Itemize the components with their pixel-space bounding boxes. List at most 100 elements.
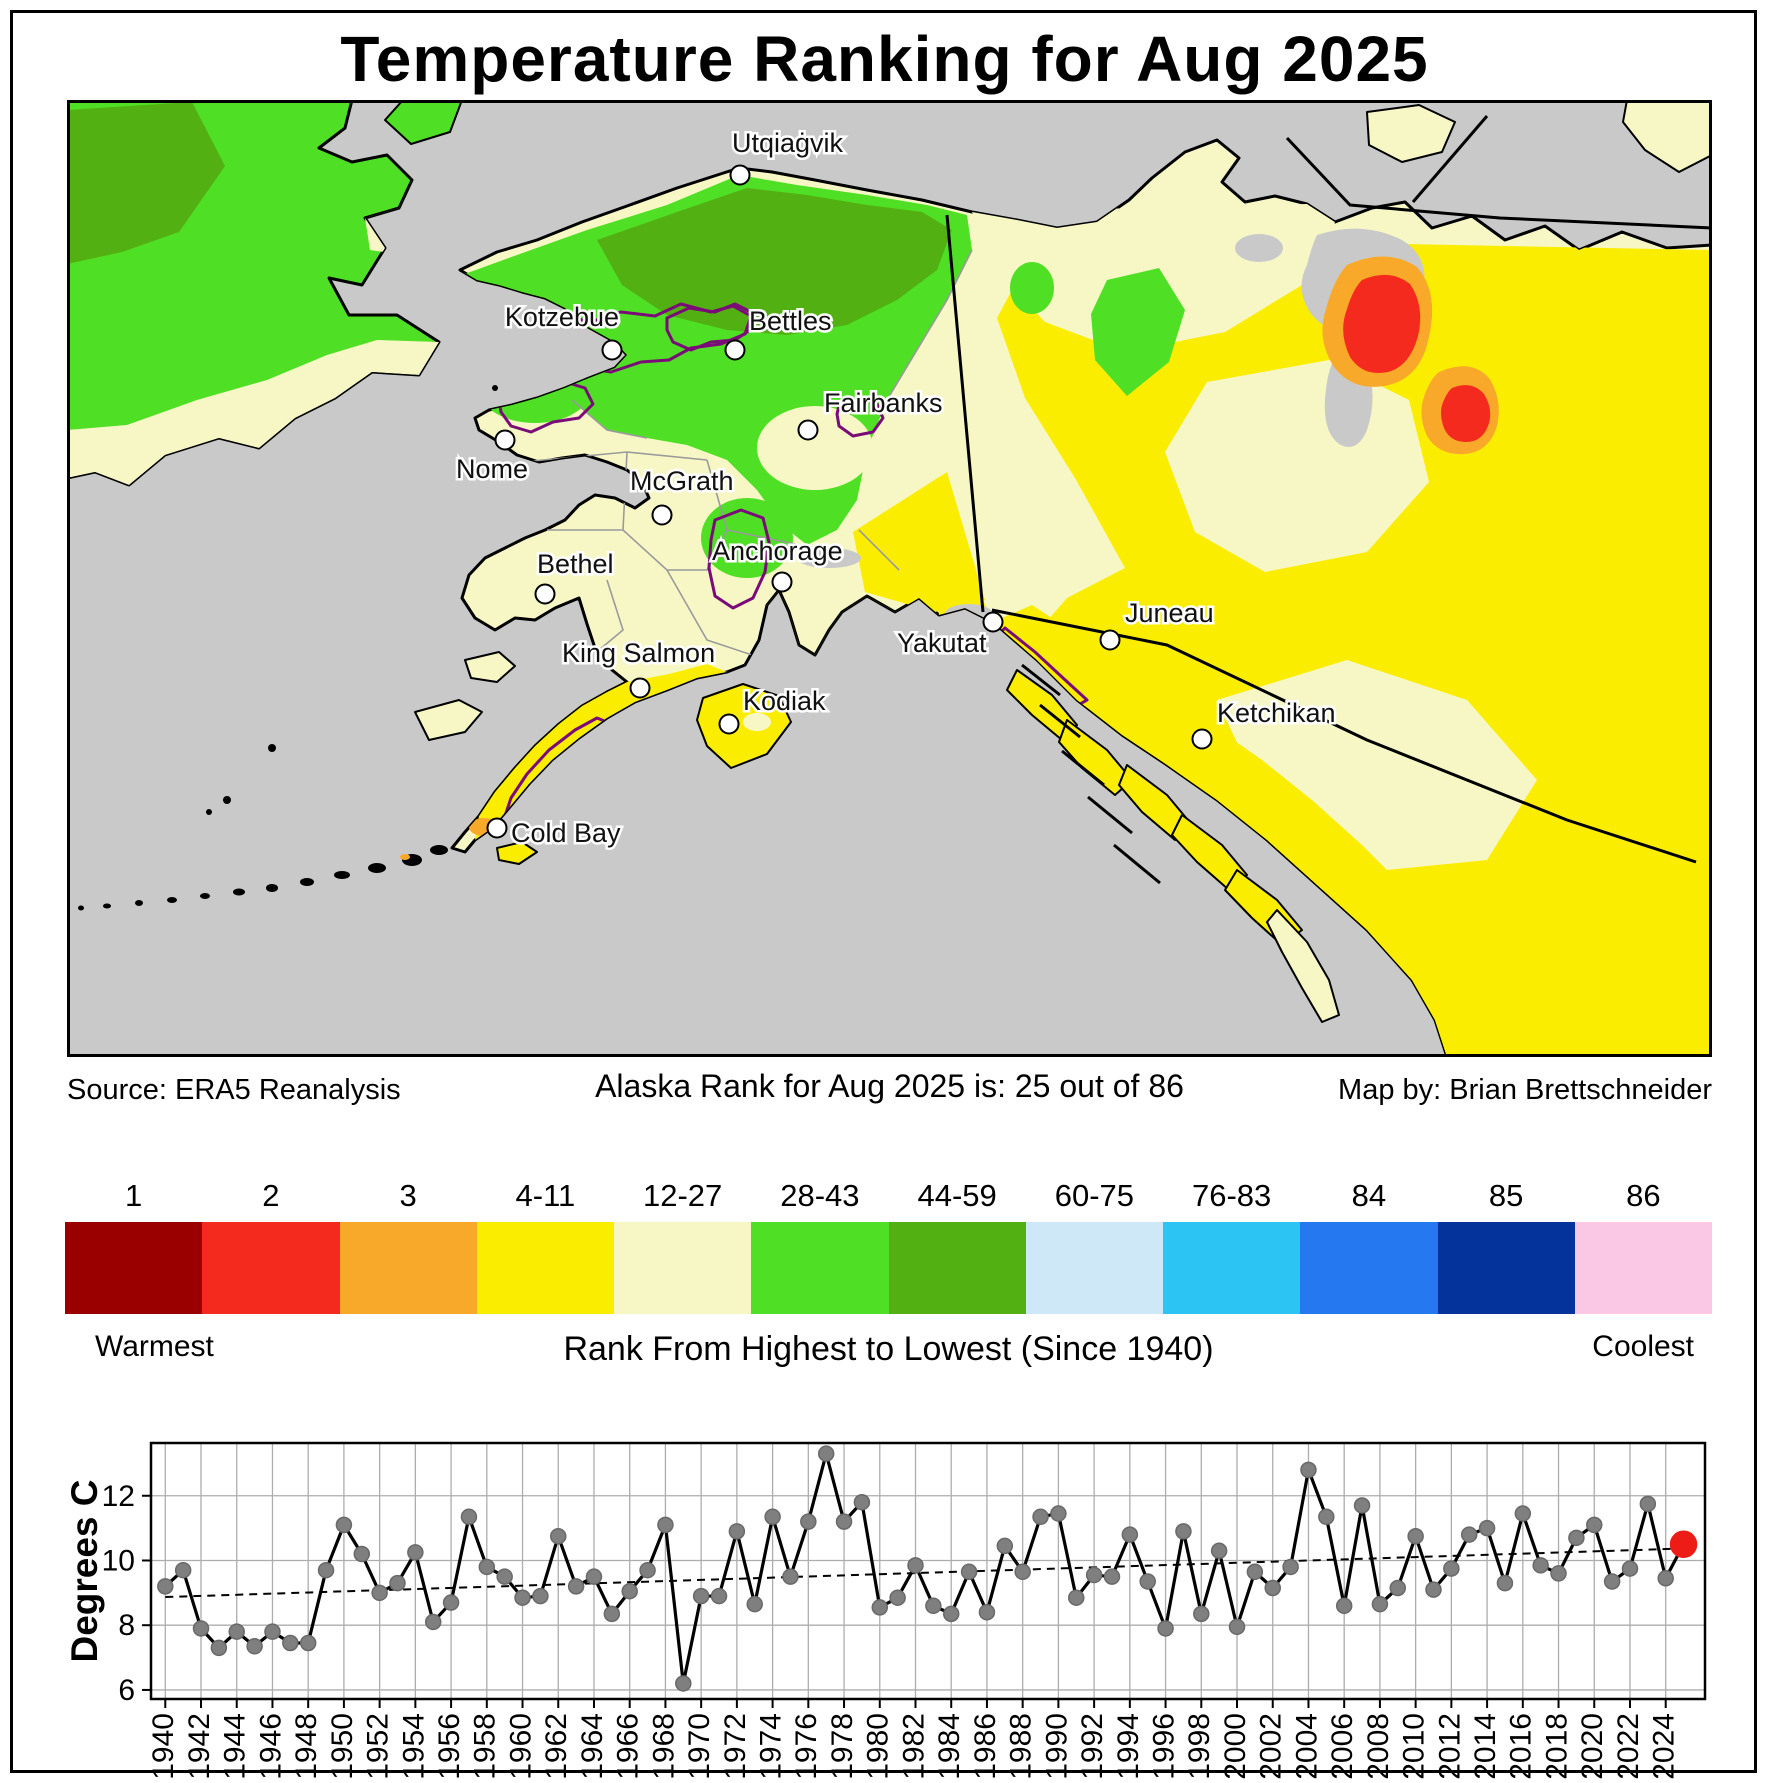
russia-north-island	[384, 100, 463, 145]
xtick-label-1978: 1978	[826, 1713, 859, 1780]
data-point-1977	[817, 1445, 835, 1462]
data-point-2011	[1425, 1581, 1442, 1598]
data-point-1954	[407, 1544, 424, 1561]
data-point-1967	[639, 1561, 656, 1579]
data-point-2013	[1460, 1526, 1478, 1543]
city-marker-kotzebue	[601, 339, 623, 361]
y-axis-label: Degrees C	[64, 1479, 105, 1662]
data-point-1947	[282, 1634, 299, 1652]
data-point-1994	[1121, 1526, 1139, 1543]
data-point-1998	[1193, 1605, 1210, 1623]
data-point-2006	[1335, 1597, 1353, 1615]
data-point-1974	[764, 1508, 781, 1526]
data-point-1993	[1103, 1568, 1121, 1585]
rank-color-legend: 1 2 3 4-11 12-27 28-43 44-59 60-75 76-83 84 85 86 W…	[65, 1178, 1712, 1376]
xtick-label-1944: 1944	[219, 1713, 252, 1780]
data-point-1980	[871, 1599, 889, 1616]
legend-swatch-44-59	[888, 1222, 1026, 1314]
xtick-label-1962: 1962	[540, 1713, 573, 1780]
hotspot2-red	[1441, 385, 1491, 442]
haida-gwaii-island	[1266, 909, 1340, 1023]
data-point-2004	[1300, 1461, 1317, 1479]
xtick-label-1992: 1992	[1076, 1713, 1109, 1780]
data-point-1941	[174, 1561, 192, 1579]
city-label-kotzebue: Kotzebue	[505, 302, 619, 332]
ytick-label-8: 8	[118, 1609, 135, 1642]
alaska-range-glacier-gray	[797, 548, 861, 568]
xtick-label-1952: 1952	[362, 1713, 395, 1780]
xtick-label-2022: 2022	[1612, 1713, 1645, 1780]
legend-center-caption: Rank From Highest to Lowest (Since 1940)	[563, 1330, 1214, 1368]
city-label-cold-bay: Cold Bay	[511, 818, 621, 848]
islands	[78, 100, 1712, 1023]
data-point-1986	[978, 1604, 996, 1621]
city-label-bettles: Bettles	[749, 306, 832, 336]
data-point-1973	[746, 1595, 763, 1613]
data-point-1970	[692, 1587, 710, 1605]
data-point-1997	[1175, 1523, 1192, 1540]
xtick-label-1980: 1980	[862, 1713, 895, 1780]
ytick-label-10: 10	[102, 1544, 135, 1577]
city-label-nome: Nome	[456, 454, 528, 484]
legend-swatch-12-27	[614, 1222, 752, 1314]
xtick-label-2008: 2008	[1362, 1713, 1395, 1780]
legend-swatch-28-43	[751, 1222, 889, 1314]
data-point-1979	[853, 1493, 871, 1511]
data-point-2003	[1282, 1558, 1299, 1576]
xtick-label-1954: 1954	[397, 1713, 430, 1780]
legend-label-1: 1	[125, 1178, 143, 1213]
pribilof-island-1	[223, 796, 231, 804]
data-point-1971	[710, 1587, 728, 1605]
city-label-ketchikan: Ketchikan	[1217, 698, 1336, 728]
map-footer-row: Alaska Rank for Aug 2025 is: 25 out of 8…	[67, 1068, 1712, 1112]
data-point-current-2025	[1669, 1530, 1698, 1559]
legend-color-bar	[65, 1222, 1712, 1314]
yukon-green-patch	[1091, 268, 1185, 396]
legend-label-12-27: 12-27	[642, 1178, 723, 1213]
legend-label-4-11: 4-11	[515, 1178, 576, 1213]
map-frame	[67, 100, 1712, 1057]
legend-label-28-43: 28-43	[780, 1178, 860, 1213]
russia-rank44-59-region	[67, 102, 225, 264]
data-point-1957	[460, 1508, 478, 1526]
panhandle-yellow-band	[993, 605, 1502, 1057]
data-point-2016	[1514, 1505, 1532, 1522]
data-point-2015	[1496, 1574, 1514, 1592]
data-point-2022	[1621, 1560, 1639, 1577]
xtick-label-2020: 2020	[1576, 1713, 1609, 1780]
data-point-1972	[728, 1523, 746, 1540]
legend-swatch-86	[1574, 1222, 1712, 1314]
data-point-2020	[1586, 1516, 1603, 1534]
nwt-coast-border	[1411, 115, 1489, 203]
data-point-1944	[228, 1623, 245, 1640]
xtick-label-1956: 1956	[433, 1713, 466, 1780]
legend-swatch-3	[339, 1222, 477, 1314]
data-point-2019	[1568, 1529, 1585, 1547]
legend-label-84: 84	[1351, 1178, 1387, 1213]
source-credit: Source: ERA5 Reanalysis	[67, 1074, 401, 1106]
banks-island	[1366, 104, 1456, 163]
mainland	[450, 115, 1712, 1057]
xtick-label-1990: 1990	[1040, 1713, 1073, 1780]
city-marker-bethel	[534, 583, 556, 605]
xtick-label-2006: 2006	[1326, 1713, 1359, 1780]
legend-swatch-1	[65, 1222, 203, 1314]
data-point-1953	[389, 1574, 406, 1592]
data-point-1968	[657, 1516, 674, 1534]
pribilof-island-2	[206, 809, 212, 815]
data-point-1987	[996, 1537, 1014, 1555]
data-point-1948	[299, 1634, 317, 1652]
data-point-1960	[514, 1589, 531, 1606]
aleutian-islands	[78, 841, 538, 911]
st-lawrence-island	[414, 699, 483, 741]
data-point-2002	[1264, 1579, 1281, 1597]
xtick-label-1996: 1996	[1147, 1713, 1180, 1780]
city-marker-bettles	[724, 339, 746, 361]
legend-label-85: 85	[1488, 1178, 1524, 1213]
data-point-1958	[478, 1558, 496, 1576]
data-point-1999	[1210, 1542, 1228, 1560]
legend-captions: Warmest Rank From Highest to Lowest (Sin…	[65, 1330, 1712, 1376]
legend-swatch-85	[1437, 1222, 1575, 1314]
legend-swatch-76-83	[1163, 1222, 1301, 1314]
xtick-label-1994: 1994	[1112, 1713, 1145, 1780]
